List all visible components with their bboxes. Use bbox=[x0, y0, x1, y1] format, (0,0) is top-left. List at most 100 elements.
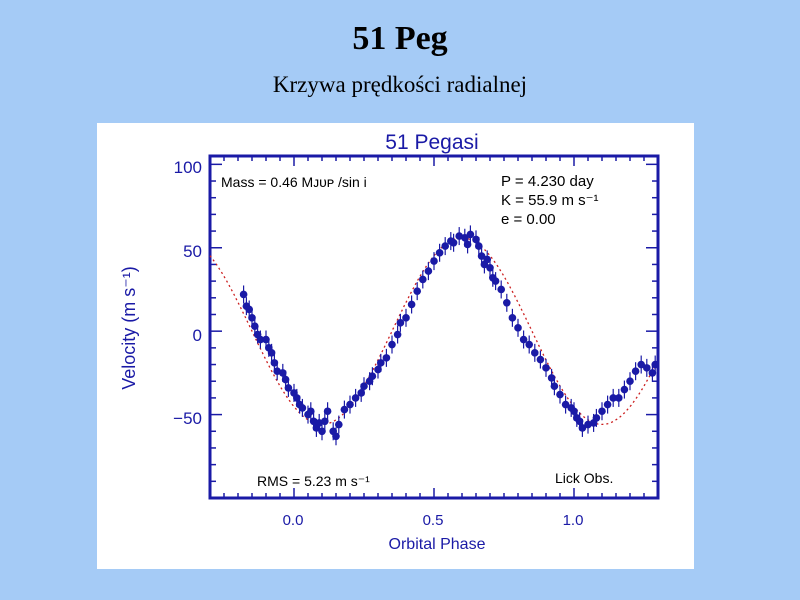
point-marker bbox=[556, 390, 564, 399]
data-point bbox=[360, 377, 368, 396]
point-marker bbox=[307, 407, 315, 416]
point-marker bbox=[262, 335, 270, 344]
point-marker bbox=[368, 372, 377, 381]
point-marker bbox=[377, 359, 385, 367]
point-marker bbox=[256, 335, 265, 344]
data-point bbox=[592, 408, 601, 427]
amplitude-annotation: K = 55.9 m s⁻¹ bbox=[501, 192, 599, 209]
data-point bbox=[631, 362, 640, 381]
data-point bbox=[393, 325, 402, 344]
point-marker bbox=[643, 364, 651, 372]
data-point bbox=[388, 335, 396, 354]
rms-annotation: RMS = 5.23 m s⁻¹ bbox=[257, 473, 370, 489]
point-marker bbox=[402, 314, 410, 322]
point-marker bbox=[449, 238, 458, 247]
point-marker bbox=[637, 360, 645, 369]
data-point bbox=[323, 402, 332, 421]
point-marker bbox=[435, 248, 444, 257]
data-point bbox=[377, 353, 385, 372]
point-marker bbox=[525, 340, 533, 349]
data-point bbox=[466, 225, 475, 244]
point-marker bbox=[357, 389, 366, 397]
data-point bbox=[267, 343, 276, 362]
x-tick-label: 0.0 bbox=[283, 512, 304, 529]
point-marker bbox=[251, 322, 259, 330]
point-marker bbox=[360, 382, 368, 391]
point-marker bbox=[340, 405, 349, 414]
point-marker bbox=[592, 414, 601, 422]
eccentricity-annotation: e = 0.00 bbox=[501, 211, 556, 228]
point-marker bbox=[542, 364, 550, 372]
point-marker bbox=[239, 290, 248, 299]
point-marker bbox=[578, 424, 587, 432]
point-marker bbox=[575, 417, 584, 426]
data-point bbox=[542, 358, 550, 377]
data-point bbox=[497, 280, 506, 299]
data-point bbox=[402, 308, 410, 327]
data-point bbox=[637, 355, 645, 374]
data-point bbox=[346, 395, 354, 414]
point-marker bbox=[561, 400, 570, 409]
point-marker bbox=[620, 385, 629, 394]
point-marker bbox=[245, 305, 253, 314]
point-marker bbox=[466, 230, 475, 239]
data-point bbox=[435, 243, 444, 262]
period-annotation: P = 4.230 day bbox=[501, 173, 594, 190]
point-marker bbox=[284, 384, 293, 392]
point-marker bbox=[441, 242, 450, 250]
data-point bbox=[419, 270, 427, 289]
data-point bbox=[508, 308, 517, 327]
point-marker bbox=[413, 287, 422, 295]
data-point bbox=[486, 258, 494, 277]
point-marker bbox=[514, 324, 522, 332]
plot-panel: 51 Pegasi 0.0 0.5 1.0 100 50 0 −50 Orbit… bbox=[97, 123, 694, 569]
point-marker bbox=[472, 235, 480, 244]
point-marker bbox=[279, 369, 287, 377]
data-point bbox=[598, 402, 606, 421]
data-point bbox=[424, 262, 433, 281]
point-marker bbox=[531, 349, 539, 357]
point-marker bbox=[609, 394, 617, 402]
point-marker bbox=[536, 355, 545, 364]
point-marker bbox=[281, 375, 290, 384]
y-tick-label: 0 bbox=[193, 326, 202, 345]
point-marker bbox=[407, 300, 416, 309]
data-point bbox=[561, 395, 570, 414]
point-marker bbox=[503, 299, 511, 307]
data-point bbox=[284, 378, 293, 397]
data-point bbox=[603, 395, 612, 414]
point-marker bbox=[248, 314, 256, 322]
data-point bbox=[368, 367, 377, 386]
point-marker bbox=[396, 319, 405, 327]
point-marker bbox=[626, 377, 634, 386]
point-marker bbox=[483, 255, 492, 264]
data-point bbox=[351, 388, 360, 407]
slide-title: 51 Peg bbox=[352, 20, 448, 57]
data-point bbox=[536, 350, 545, 369]
point-marker bbox=[382, 354, 391, 362]
data-point bbox=[643, 358, 651, 377]
point-marker bbox=[374, 365, 382, 374]
data-point bbox=[503, 293, 511, 312]
data-point bbox=[307, 402, 315, 421]
point-marker bbox=[321, 417, 329, 426]
point-marker bbox=[477, 252, 486, 260]
tick-marks-layer bbox=[209, 156, 659, 499]
point-marker bbox=[318, 427, 326, 436]
y-tick-label: −50 bbox=[173, 409, 202, 428]
data-point bbox=[550, 377, 559, 396]
point-marker bbox=[393, 330, 402, 339]
data-point bbox=[449, 233, 458, 252]
data-point bbox=[475, 237, 483, 256]
data-point bbox=[335, 415, 343, 434]
data-point bbox=[519, 330, 528, 349]
data-point bbox=[318, 422, 326, 441]
point-marker bbox=[491, 277, 500, 285]
data-point bbox=[531, 343, 539, 362]
point-marker bbox=[388, 340, 396, 349]
data-points-layer bbox=[239, 225, 659, 446]
point-marker bbox=[351, 394, 360, 402]
point-marker bbox=[419, 275, 427, 284]
point-marker bbox=[615, 394, 623, 402]
point-marker bbox=[519, 335, 528, 344]
